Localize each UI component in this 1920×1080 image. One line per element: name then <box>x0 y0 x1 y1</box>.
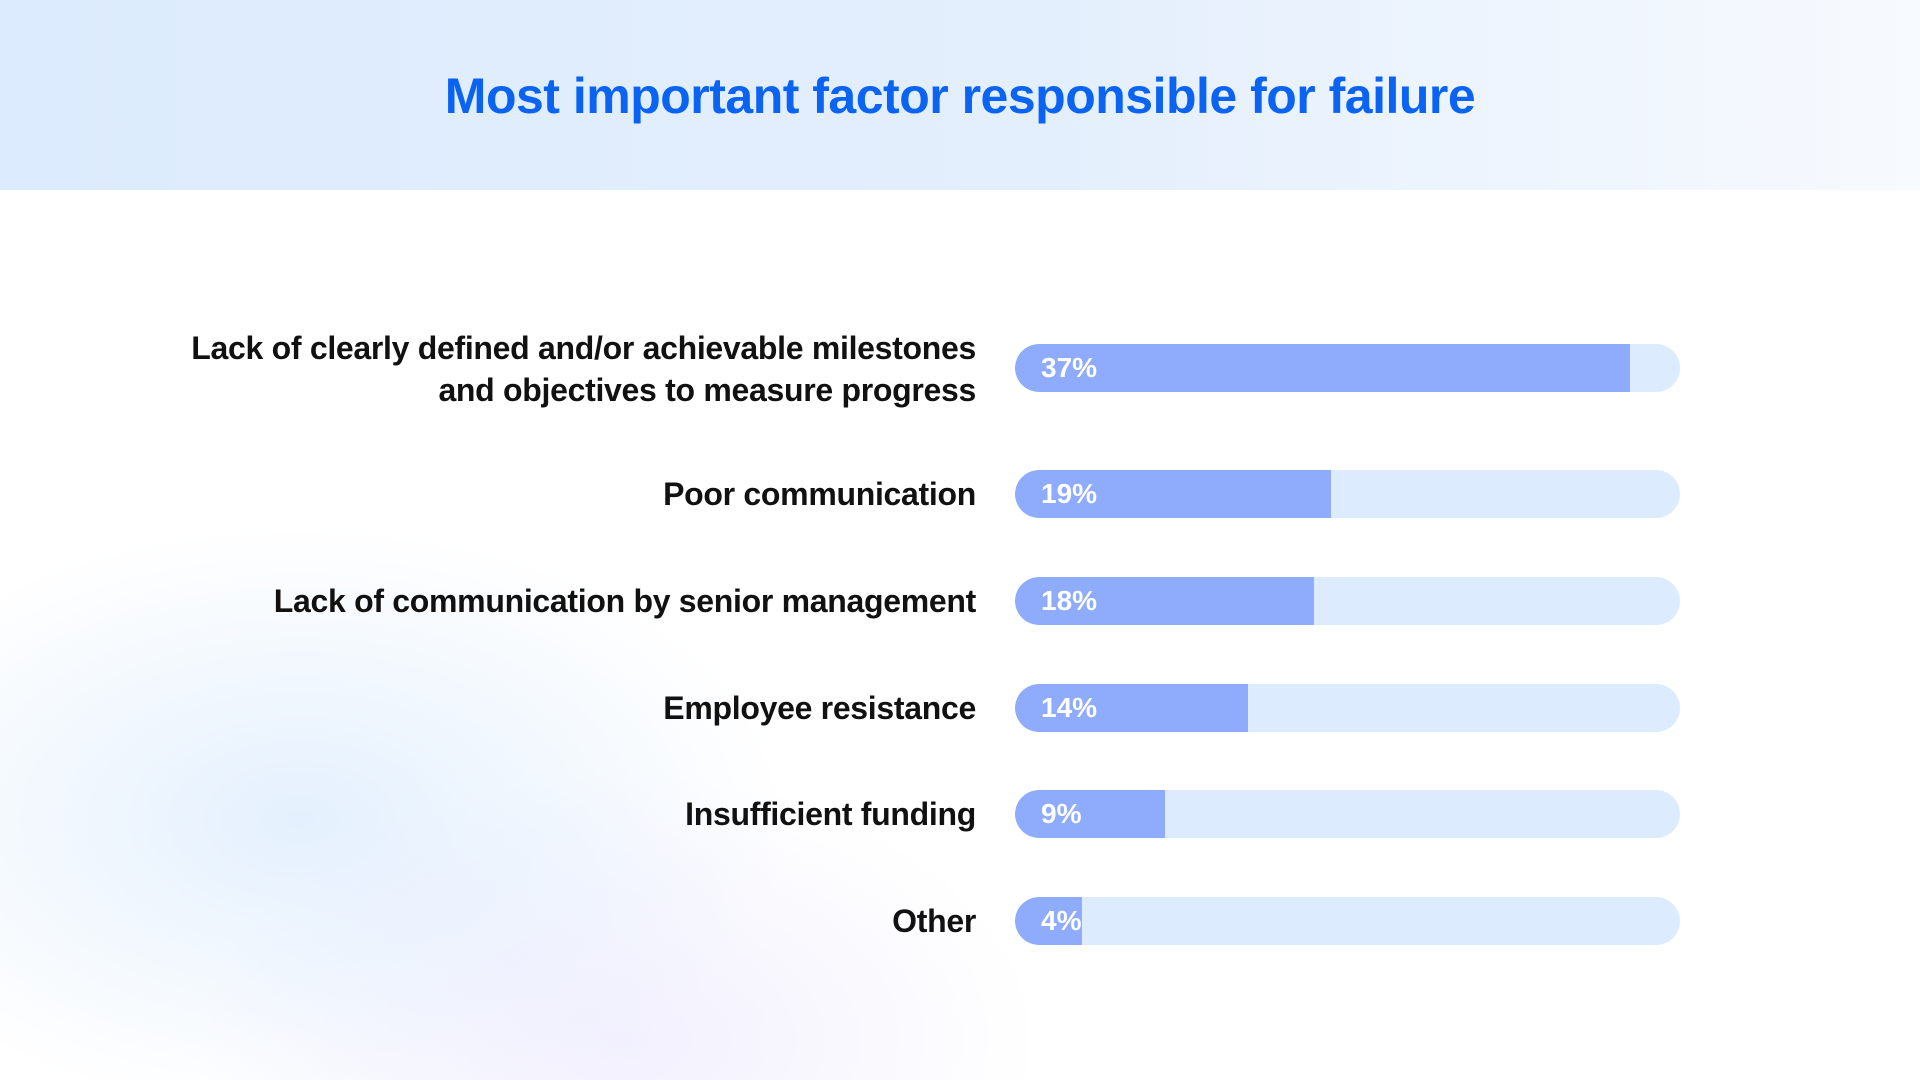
category-label: Insufficient funding <box>685 796 976 832</box>
data-label: 37% <box>1041 352 1098 383</box>
bar-track: 18% <box>1015 577 1680 625</box>
bar <box>1015 577 1314 625</box>
data-label: 4% <box>1041 905 1082 936</box>
category-label: Poor communication <box>663 476 976 512</box>
bar-track: 14% <box>1015 684 1680 732</box>
bar <box>1015 470 1331 518</box>
bar <box>1015 790 1165 838</box>
category-label: Lack of communication by senior manageme… <box>273 583 977 619</box>
chart-title: Most important factor responsible for fa… <box>444 68 1476 124</box>
category-label: Lack of clearly defined and/or achievabl… <box>191 330 976 408</box>
header-banner <box>0 0 1920 190</box>
bar-track: 37% <box>1015 344 1680 392</box>
bar <box>1015 344 1630 392</box>
bar-track: 9% <box>1015 790 1680 838</box>
category-label: Other <box>892 903 976 939</box>
bar <box>1015 897 1082 945</box>
bar-track: 19% <box>1015 470 1680 518</box>
data-label: 14% <box>1041 692 1098 723</box>
data-label: 18% <box>1041 585 1098 616</box>
bar <box>1015 684 1248 732</box>
category-label: Employee resistance <box>663 690 976 726</box>
data-label: 9% <box>1041 798 1082 829</box>
bar-track: 4% <box>1015 897 1680 945</box>
data-label: 19% <box>1041 478 1098 509</box>
